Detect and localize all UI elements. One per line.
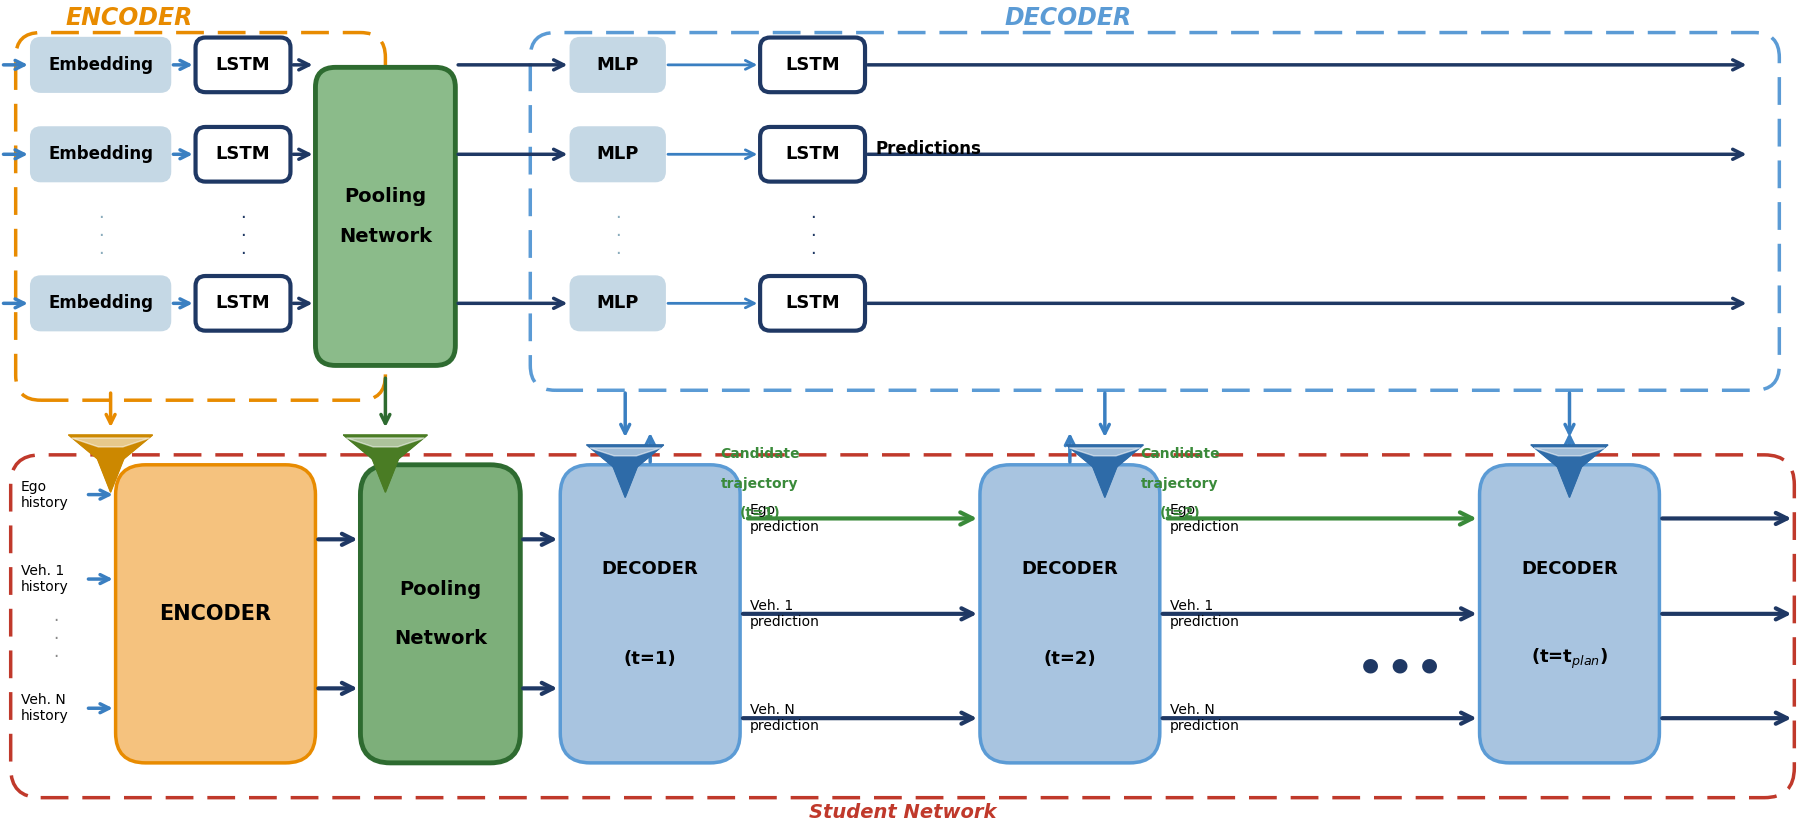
Text: DECODER: DECODER [1520,560,1618,578]
Text: Ego
prediction: Ego prediction [1169,503,1240,534]
Text: Candidate: Candidate [720,447,800,461]
Polygon shape [590,448,661,456]
Text: DECODER: DECODER [1021,560,1119,578]
Text: .
.
.: . . . [52,606,58,661]
Text: DECODER: DECODER [601,560,699,578]
Polygon shape [1531,445,1607,467]
Text: (t=2): (t=2) [1160,507,1200,521]
FancyBboxPatch shape [1479,464,1660,763]
FancyBboxPatch shape [31,37,170,92]
Text: (t=t$_{plan}$): (t=t$_{plan}$) [1531,647,1607,671]
FancyBboxPatch shape [570,276,666,331]
FancyBboxPatch shape [195,276,290,331]
Polygon shape [586,445,664,467]
Text: MLP: MLP [597,56,639,74]
Text: (t=1): (t=1) [624,649,677,667]
FancyBboxPatch shape [760,127,865,182]
Text: MLP: MLP [597,295,639,313]
Text: Embedding: Embedding [49,295,154,313]
Text: Veh. N
history: Veh. N history [20,693,69,724]
FancyBboxPatch shape [979,464,1160,763]
FancyBboxPatch shape [195,127,290,182]
FancyBboxPatch shape [760,37,865,92]
Text: Network: Network [338,227,433,246]
Polygon shape [69,435,152,459]
Text: MLP: MLP [597,145,639,163]
Text: Ego
prediction: Ego prediction [749,503,820,534]
Polygon shape [98,459,123,493]
Polygon shape [346,438,424,447]
FancyBboxPatch shape [315,68,456,365]
Polygon shape [1557,467,1582,497]
Text: .
.
.: . . . [241,205,246,258]
Polygon shape [373,459,398,493]
Text: Veh. N
prediction: Veh. N prediction [1169,703,1240,733]
Polygon shape [1093,467,1117,497]
Text: (t=1): (t=1) [740,507,780,521]
Text: LSTM: LSTM [215,56,270,74]
Text: (t=2): (t=2) [1044,649,1097,667]
Text: Veh. 1
prediction: Veh. 1 prediction [749,599,820,629]
Text: LSTM: LSTM [786,56,840,74]
FancyBboxPatch shape [570,37,666,92]
Text: Pooling: Pooling [400,579,481,598]
Text: ENCODER: ENCODER [159,604,272,624]
Text: .
.
.: . . . [809,205,816,258]
Text: .
.
.: . . . [615,205,621,258]
Text: trajectory: trajectory [1140,477,1218,491]
Text: Veh. 1
prediction: Veh. 1 prediction [1169,599,1240,629]
Text: LSTM: LSTM [215,295,270,313]
Text: LSTM: LSTM [215,145,270,163]
Text: Embedding: Embedding [49,56,154,74]
Text: Veh. N
prediction: Veh. N prediction [749,703,820,733]
Text: Candidate: Candidate [1140,447,1220,461]
FancyBboxPatch shape [570,127,666,182]
Text: Veh. 1
history: Veh. 1 history [20,564,69,594]
FancyBboxPatch shape [195,37,290,92]
Polygon shape [1535,448,1605,456]
FancyBboxPatch shape [116,464,315,763]
Text: DECODER: DECODER [1005,6,1133,30]
Text: LSTM: LSTM [786,295,840,313]
Text: ●  ●  ●: ● ● ● [1361,655,1437,674]
Text: trajectory: trajectory [722,477,798,491]
Polygon shape [72,438,150,447]
Polygon shape [614,467,637,497]
Polygon shape [1070,448,1140,456]
FancyBboxPatch shape [360,464,519,763]
FancyBboxPatch shape [31,276,170,331]
Text: Predictions: Predictions [874,140,981,158]
Text: Embedding: Embedding [49,145,154,163]
Text: Pooling: Pooling [344,187,427,206]
Polygon shape [1066,445,1144,467]
Text: ENCODER: ENCODER [65,6,194,30]
Text: LSTM: LSTM [786,145,840,163]
FancyBboxPatch shape [760,276,865,331]
Text: Network: Network [395,629,487,648]
Polygon shape [344,435,427,459]
Text: .
.
.: . . . [98,205,103,258]
FancyBboxPatch shape [561,464,740,763]
FancyBboxPatch shape [31,127,170,182]
Text: Student Network: Student Network [809,803,996,822]
Text: Ego
history: Ego history [20,479,69,510]
